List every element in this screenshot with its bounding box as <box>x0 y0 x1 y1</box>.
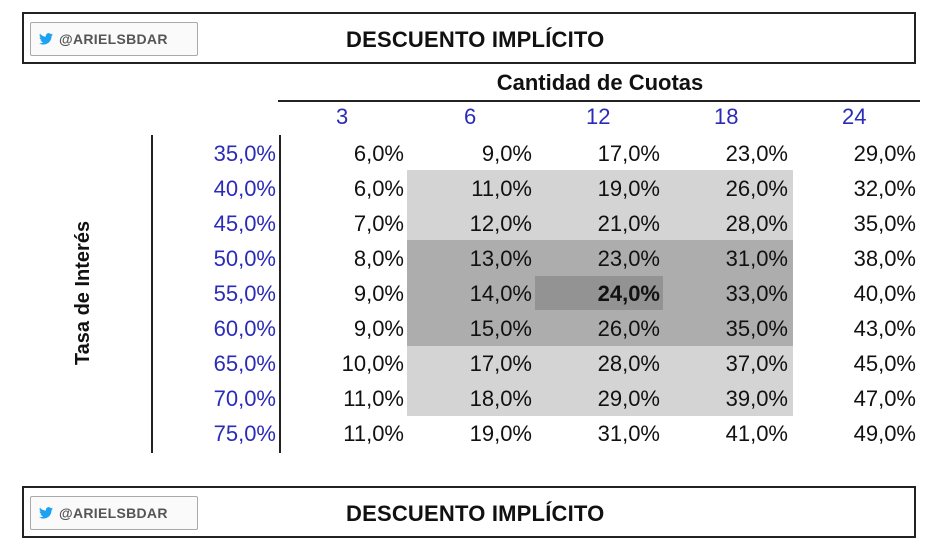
table-cell: 24,0% <box>597 281 660 306</box>
table-cell: 8,0% <box>353 246 404 271</box>
table-cell: 38,0% <box>853 246 916 271</box>
row-rate-label: 40,0% <box>213 176 276 201</box>
row-axis-title: Tasa de Interés <box>72 220 94 366</box>
table-cell: 32,0% <box>853 176 916 201</box>
row-rate-label: 35,0% <box>213 141 276 166</box>
table-cell: 41,0% <box>725 421 788 446</box>
table-cell: 29,0% <box>597 386 660 411</box>
header-rule <box>278 100 920 102</box>
twitter-handle-badge[interactable]: @ARIELSBDAR <box>30 22 198 56</box>
table-cell: 28,0% <box>597 351 660 376</box>
twitter-bird-icon <box>39 33 53 45</box>
table-cell: 19,0% <box>469 421 532 446</box>
table-cell: 33,0% <box>725 281 788 306</box>
table-cell: 28,0% <box>725 211 788 236</box>
row-rate-label: 50,0% <box>213 246 276 271</box>
header-banner: @ARIELSBDAR DESCUENTO IMPLÍCITO <box>22 12 916 64</box>
table-cell: 37,0% <box>725 351 788 376</box>
row-rate-label: 75,0% <box>213 421 276 446</box>
banner-title: DESCUENTO IMPLÍCITO <box>346 501 605 526</box>
footer-banner: @ARIELSBDAR DESCUENTO IMPLÍCITO <box>22 486 916 538</box>
table-cell: 19,0% <box>597 176 660 201</box>
table-cell: 23,0% <box>597 246 660 271</box>
table-cell: 17,0% <box>469 351 532 376</box>
column-header: 24 <box>842 104 867 129</box>
column-header: 3 <box>336 104 349 129</box>
banner-title: DESCUENTO IMPLÍCITO <box>346 27 605 52</box>
table-cell: 12,0% <box>469 211 532 236</box>
table-cell: 31,0% <box>725 246 788 271</box>
table-cell: 11,0% <box>471 176 532 201</box>
column-header: 12 <box>586 104 611 129</box>
table-cell: 13,0% <box>469 246 532 271</box>
table-cell: 6,0% <box>353 141 404 166</box>
table-cell: 40,0% <box>853 281 916 306</box>
twitter-handle-text: @ARIELSBDAR <box>59 31 168 47</box>
table-cell: 23,0% <box>725 141 788 166</box>
shade-dark-cell <box>535 276 663 310</box>
table-cell: 26,0% <box>597 316 660 341</box>
column-group-title: Cantidad de Cuotas <box>496 70 704 95</box>
row-rate-label: 45,0% <box>213 211 276 236</box>
row-rate-label: 65,0% <box>213 351 276 376</box>
table-cell: 15,0% <box>469 316 532 341</box>
row-label-divider <box>279 135 281 453</box>
table-cell: 14,0% <box>469 281 532 306</box>
twitter-handle-badge[interactable]: @ARIELSBDAR <box>30 496 198 530</box>
table-cell: 7,0% <box>353 211 404 236</box>
column-header: 6 <box>464 104 477 129</box>
table-cell: 10,0% <box>341 351 404 376</box>
table-cell: 26,0% <box>725 176 788 201</box>
table-cell: 6,0% <box>353 176 404 201</box>
row-rate-label: 70,0% <box>213 386 276 411</box>
row-axis-divider <box>151 135 153 453</box>
table-cell: 18,0% <box>469 386 532 411</box>
row-rate-label: 60,0% <box>213 316 276 341</box>
table-cell: 35,0% <box>725 316 788 341</box>
row-rate-label: 55,0% <box>213 281 276 306</box>
table-cell: 11,0% <box>343 421 404 446</box>
table-cell: 17,0% <box>597 141 660 166</box>
twitter-handle-text: @ARIELSBDAR <box>59 505 168 521</box>
table-cell: 21,0% <box>597 211 660 236</box>
table-cell: 31,0% <box>597 421 660 446</box>
table-cell: 45,0% <box>853 351 916 376</box>
table-cell: 35,0% <box>853 211 916 236</box>
twitter-bird-icon <box>39 507 53 519</box>
table-cell: 29,0% <box>853 141 916 166</box>
table-cell: 9,0% <box>353 316 404 341</box>
table-cell: 39,0% <box>725 386 788 411</box>
table-cell: 9,0% <box>481 141 532 166</box>
table-cell: 43,0% <box>853 316 916 341</box>
table-cell: 49,0% <box>853 421 916 446</box>
table-cell: 9,0% <box>353 281 404 306</box>
table-cell: 47,0% <box>853 386 916 411</box>
table-cell: 11,0% <box>343 386 404 411</box>
column-header: 18 <box>714 104 739 129</box>
